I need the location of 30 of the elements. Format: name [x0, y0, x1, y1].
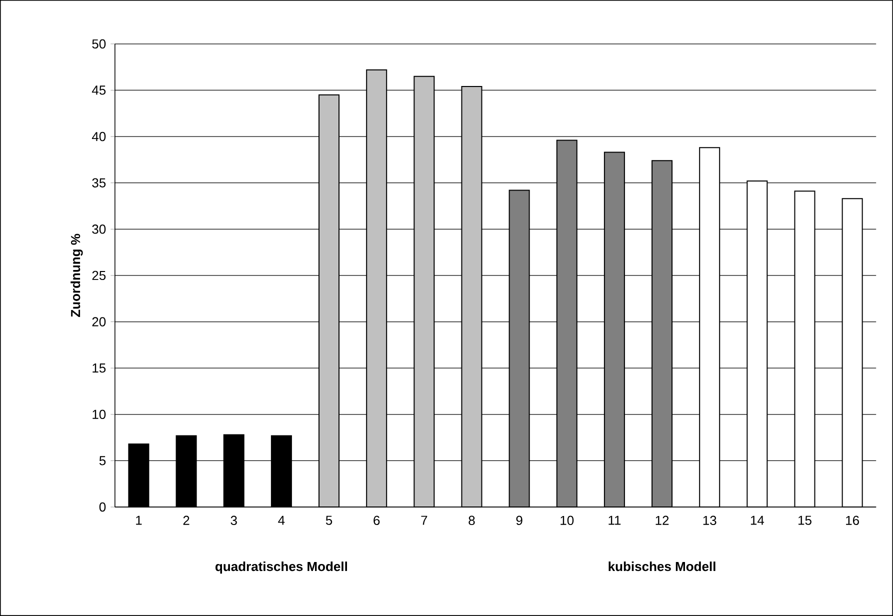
- x-tick-label: 3: [230, 516, 237, 526]
- x-tick-label: 1: [136, 516, 142, 525]
- x-tick-label: 7: [421, 516, 428, 525]
- y-tick-label: 15: [92, 364, 106, 373]
- y-tick-label: 35: [92, 178, 106, 188]
- x-tick-label: 12: [656, 516, 669, 525]
- x-tick-label: 4: [278, 516, 285, 525]
- text: quadratisches Modell: [215, 562, 347, 574]
- x-tick-label: 15: [798, 516, 812, 525]
- x-tick-label: 2: [183, 516, 190, 525]
- x-tick-label: 14: [750, 516, 764, 525]
- x-tick-label: 16: [846, 516, 859, 526]
- y-tick-label: 40: [92, 132, 106, 142]
- y-axis-title: Zuordnung %: [70, 234, 83, 317]
- y-tick-label: 30: [92, 224, 106, 234]
- y-tick-label: 5: [99, 456, 106, 466]
- x-tick-label: 10: [560, 516, 574, 526]
- y-tick-label: 45: [92, 86, 106, 95]
- x-tick-label: 8: [468, 516, 475, 526]
- x-tick-label: 13: [703, 516, 716, 526]
- y-tick-label: 0: [99, 502, 106, 512]
- x-tick-label: 11: [608, 516, 621, 525]
- y-tick-label: 50: [92, 39, 106, 49]
- y-tick-label: 20: [92, 317, 106, 326]
- text: kubisches Modell: [608, 562, 716, 572]
- x-tick-label: 5: [326, 516, 332, 525]
- y-tick-label: 25: [92, 270, 106, 280]
- y-tick-label: 10: [92, 410, 106, 420]
- x-tick-label: 9: [516, 516, 522, 526]
- x-tick-label: 6: [374, 516, 380, 526]
